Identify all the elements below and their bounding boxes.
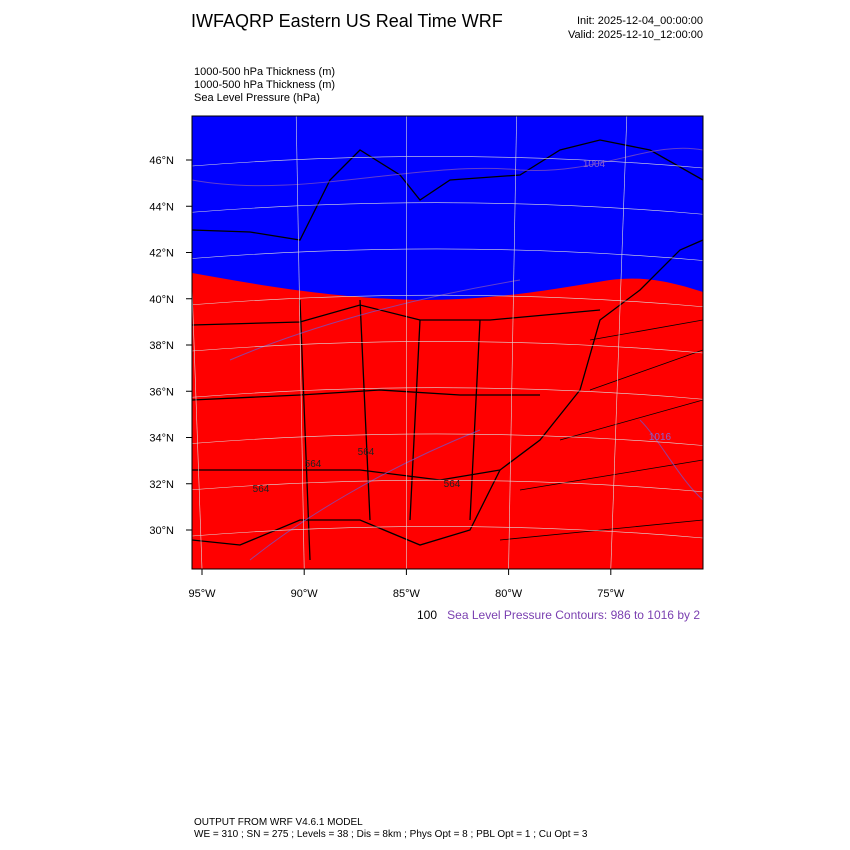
lat-label: 42°N [149, 248, 174, 260]
footer-line: OUTPUT FROM WRF V4.6.1 MODEL [194, 817, 363, 828]
lat-labels: 46°N 44°N 42°N 40°N 38°N 36°N 34°N 32°N 30°N [149, 155, 192, 537]
lat-label: 44°N [149, 201, 174, 213]
lat-label: 40°N [149, 294, 174, 306]
lat-line [192, 479, 703, 493]
contour-label: 564 [444, 479, 461, 490]
title: IWFAQRP Eastern US Real Time WRF [191, 11, 503, 31]
lon-label: 75°W [597, 588, 625, 600]
lat-label: 32°N [149, 479, 174, 491]
lon-label: 95°W [188, 588, 216, 600]
field-label: 1000-500 hPa Thickness (m) [194, 66, 335, 78]
lon-label: 85°W [393, 588, 421, 600]
lat-label: 46°N [149, 155, 174, 167]
contour-label: 1004 [583, 159, 606, 170]
lat-line [192, 248, 703, 261]
boundaries [192, 139, 703, 561]
lon-line [508, 116, 517, 569]
valid-time: Valid: 2025-12-10_12:00:00 [568, 29, 703, 41]
lon-label: 80°W [495, 588, 523, 600]
contour-label: 1016 [649, 432, 672, 443]
footer-line: WE = 310 ; SN = 275 ; Levels = 38 ; Dis … [194, 829, 588, 840]
lat-label: 36°N [149, 386, 174, 398]
lat-line [192, 433, 703, 446]
contour-labels: 1004 564 564 564 564 1016 [253, 159, 672, 495]
cold-region [192, 116, 703, 300]
lat-line [192, 341, 703, 354]
lat-line [192, 294, 703, 308]
legend-text: Sea Level Pressure Contours: 986 to 1016… [447, 608, 700, 622]
lat-line [192, 202, 703, 215]
lat-label: 38°N [149, 340, 174, 352]
field-label: Sea Level Pressure (hPa) [194, 92, 320, 104]
lon-line [192, 277, 203, 569]
lat-line [192, 526, 703, 539]
contour-label: 564 [253, 484, 270, 495]
lat-line [192, 156, 703, 169]
map: 46°N 44°N 42°N 40°N 38°N 36°N 34°N 32°N 30°N 95°… [149, 115, 704, 600]
lon-line [610, 116, 628, 569]
lat-label: 34°N [149, 433, 174, 445]
contour-label: 564 [305, 459, 322, 470]
graticule [192, 116, 703, 569]
lat-label: 30°N [149, 525, 174, 537]
pressure-contours [192, 147, 703, 561]
init-time: Init: 2025-12-04_00:00:00 [577, 15, 703, 27]
lon-labels: 95°W 90°W 85°W 80°W 75°W [188, 569, 625, 600]
contour-label: 564 [358, 447, 375, 458]
map-frame [191, 115, 704, 570]
lat-line [192, 387, 703, 400]
legend-lead: 100 [417, 608, 437, 622]
lon-label: 90°W [291, 588, 319, 600]
field-label: 1000-500 hPa Thickness (m) [194, 79, 335, 91]
lon-line [295, 116, 305, 569]
